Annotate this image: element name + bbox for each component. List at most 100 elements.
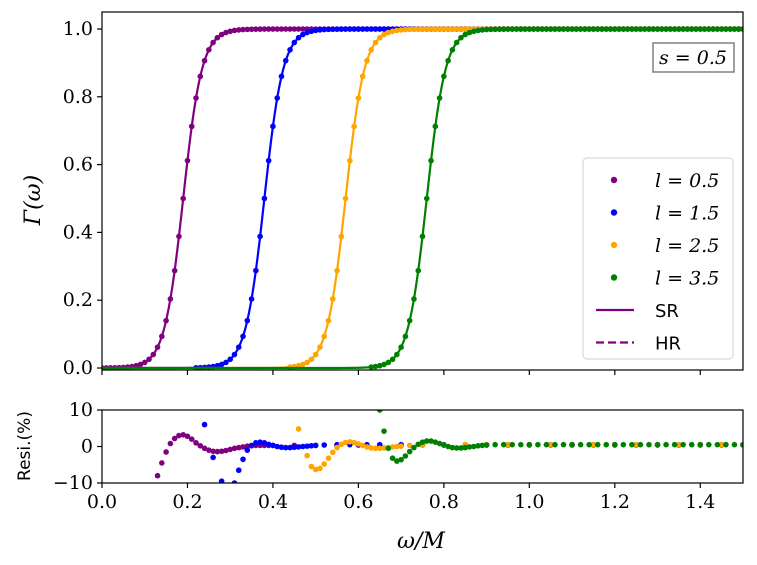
residual-point <box>210 454 216 461</box>
data-point <box>244 317 251 324</box>
data-point <box>376 34 383 41</box>
residual-point <box>329 449 336 456</box>
residual-point <box>167 440 174 447</box>
data-point <box>659 26 665 32</box>
data-point <box>723 26 729 32</box>
residual-point <box>620 441 627 448</box>
legend-marker <box>610 209 618 216</box>
data-point <box>671 26 678 32</box>
data-point <box>458 26 464 32</box>
data-point <box>304 29 310 36</box>
top-y-axis-label: Γ(ω) <box>21 175 46 226</box>
data-point <box>278 26 285 32</box>
data-point <box>389 28 396 35</box>
data-point <box>317 344 323 350</box>
legend-marker <box>610 274 618 281</box>
data-point <box>445 57 451 64</box>
residual-point <box>552 441 558 448</box>
residual-point <box>295 444 302 450</box>
data-point <box>394 351 400 358</box>
data-point <box>470 28 477 35</box>
residual-point <box>517 441 524 448</box>
data-point <box>560 26 567 32</box>
data-point <box>227 356 233 363</box>
data-point <box>624 26 631 32</box>
x-tick-label: 0.0 <box>87 491 117 513</box>
data-point <box>620 26 627 32</box>
residual-point <box>633 441 639 448</box>
data-point <box>274 26 281 32</box>
residual-point <box>206 447 212 453</box>
data-point <box>436 95 443 101</box>
residual-point <box>304 443 310 449</box>
data-point <box>676 26 682 32</box>
data-point <box>188 123 195 130</box>
data-point <box>355 95 362 101</box>
residual-point <box>308 442 315 449</box>
data-point <box>184 157 191 164</box>
y-tick-label: 0.8 <box>63 86 93 108</box>
data-point <box>432 26 439 32</box>
data-point <box>500 26 507 32</box>
residual-point <box>240 456 246 463</box>
residual-point <box>547 441 554 448</box>
residual-point <box>590 441 597 448</box>
residual-point <box>248 442 255 449</box>
residual-point <box>278 444 285 451</box>
residual-point <box>244 443 251 449</box>
legend-marker <box>610 241 618 249</box>
residual-point <box>740 441 743 448</box>
residual-point <box>282 444 289 451</box>
residual-point <box>483 442 490 448</box>
data-point <box>167 296 174 302</box>
data-point <box>334 267 340 274</box>
residual-point <box>569 441 575 448</box>
data-point <box>325 317 332 324</box>
residual-point <box>201 421 208 428</box>
x-tick-label: 1.2 <box>600 491 630 513</box>
data-point <box>329 296 336 302</box>
data-point <box>735 26 742 32</box>
data-point <box>607 26 614 32</box>
x-tick-label: 1.0 <box>514 491 544 513</box>
y-tick-label: 0.4 <box>63 221 93 243</box>
data-point <box>300 31 306 38</box>
residual-point <box>223 447 229 454</box>
residual-point <box>261 440 268 446</box>
data-point <box>530 26 537 32</box>
residual-point <box>291 444 298 451</box>
data-point <box>287 26 293 32</box>
data-point <box>206 47 212 53</box>
data-point <box>308 356 315 363</box>
data-point <box>731 26 738 32</box>
data-point <box>547 26 554 32</box>
data-point <box>364 26 370 32</box>
data-point <box>180 195 186 202</box>
residual-point <box>654 441 661 448</box>
legend-label: HR <box>655 334 681 355</box>
residual-point <box>184 433 191 440</box>
data-point <box>629 26 635 32</box>
data-point <box>270 26 276 32</box>
data-point <box>488 26 494 33</box>
data-point <box>603 26 610 32</box>
data-point <box>445 26 451 32</box>
legend-label: l = 1.5 <box>655 203 719 225</box>
data-point <box>513 26 520 32</box>
data-point <box>402 26 409 33</box>
residual-point <box>415 441 422 448</box>
data-point <box>270 123 276 130</box>
data-point <box>458 34 464 41</box>
data-point <box>372 363 379 370</box>
data-point <box>214 34 221 41</box>
annotation-box: s = 0.5 <box>652 42 735 73</box>
residual-point <box>492 441 498 448</box>
residual-point <box>368 445 375 451</box>
x-tick-label: 0.8 <box>429 491 459 513</box>
residual-point <box>629 441 635 448</box>
residual-point <box>347 438 353 445</box>
data-point <box>355 26 362 32</box>
residual-point <box>441 442 447 448</box>
residual-point <box>586 441 592 448</box>
